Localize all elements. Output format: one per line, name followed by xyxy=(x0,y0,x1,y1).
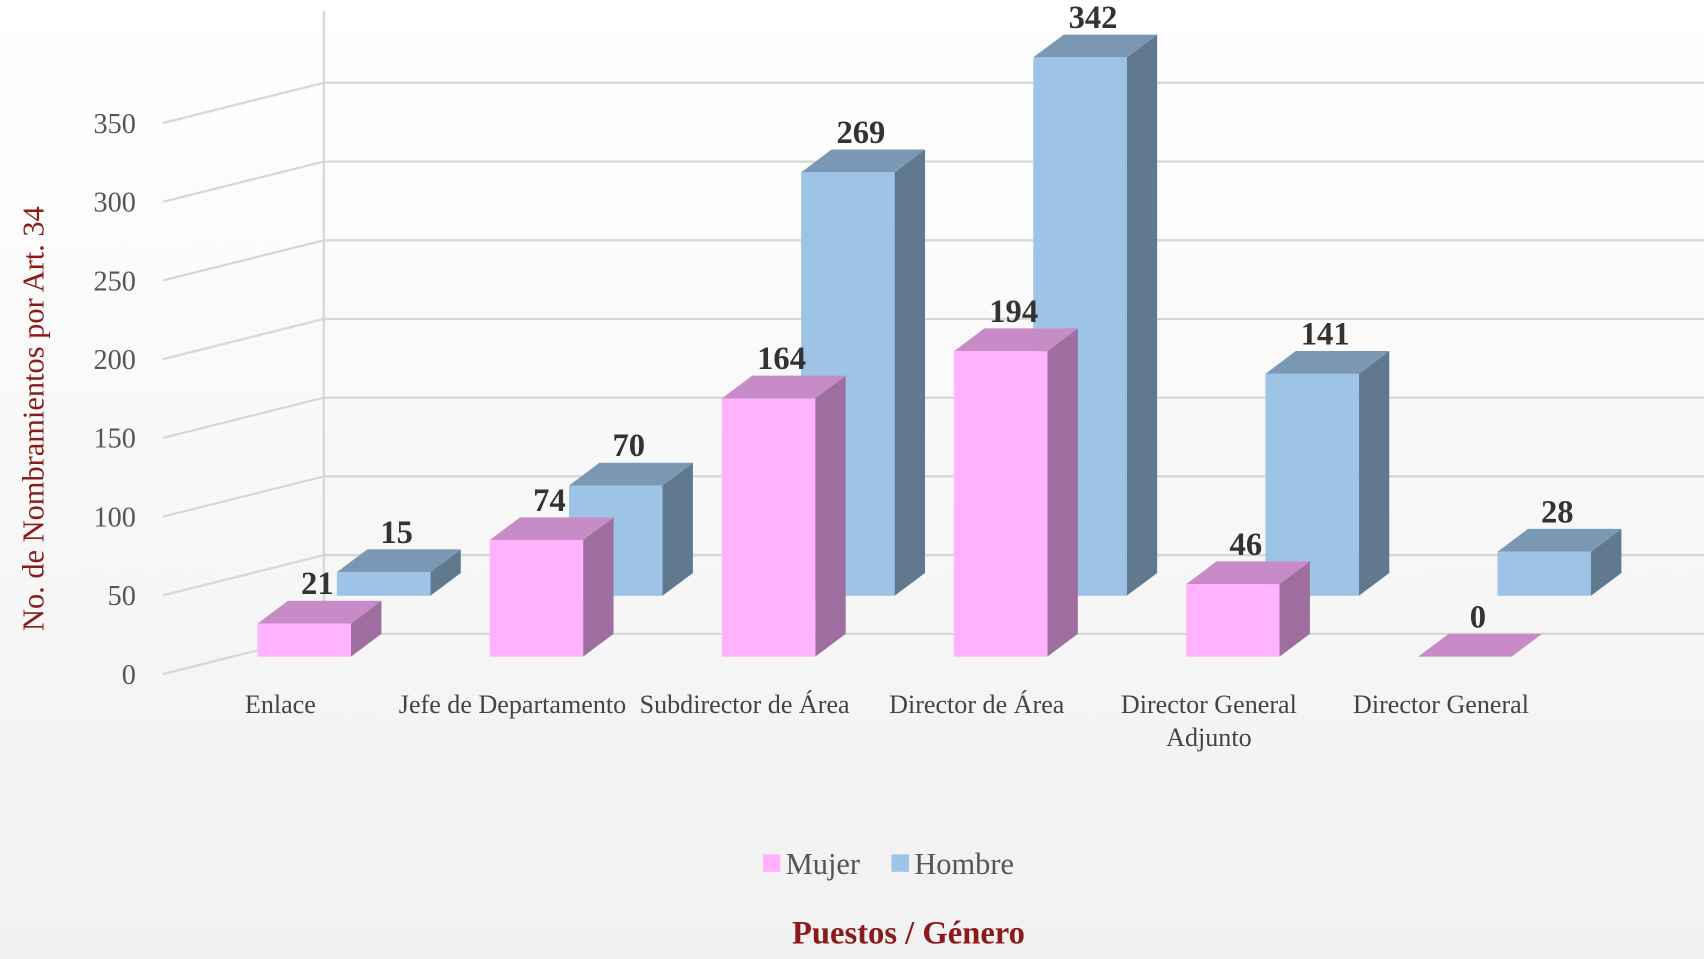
x-tick-label: Director de Área xyxy=(889,691,1065,720)
bar-side xyxy=(1358,350,1390,596)
bar-top xyxy=(1033,34,1158,58)
data-label: 164 xyxy=(757,341,806,377)
bar-top xyxy=(721,375,846,399)
x-axis-title: Puestos / Género xyxy=(792,916,1025,952)
bar-top xyxy=(1418,633,1543,657)
bar xyxy=(336,549,461,596)
x-tick-label: Director General xyxy=(1353,691,1529,720)
data-label: 74 xyxy=(533,483,566,519)
x-tick-label-box: Enlace xyxy=(244,691,316,720)
bar-top xyxy=(953,328,1078,352)
bar xyxy=(1497,528,1622,596)
y-tick-label: 250 xyxy=(93,266,135,297)
bar-front xyxy=(1497,551,1591,596)
y-axis-title: No. de Nombramientos por Art. 34 xyxy=(16,206,50,631)
data-label: 70 xyxy=(612,428,645,464)
bar-top xyxy=(569,462,693,486)
y-tick-label: 50 xyxy=(108,581,136,612)
bar xyxy=(1186,561,1310,657)
bar xyxy=(1265,350,1390,596)
grid-line xyxy=(162,317,325,361)
x-tick-label-box: Director de Área xyxy=(889,691,1065,720)
bar-side xyxy=(1279,561,1310,657)
x-tick-label: Subdirector de Área xyxy=(639,691,850,720)
bar-side xyxy=(1590,528,1622,596)
bar-side xyxy=(583,517,614,657)
grid-line xyxy=(162,396,325,439)
bar-top xyxy=(1497,528,1622,552)
bar-side xyxy=(1126,34,1158,596)
x-tick-label-box: Director General Adjunto xyxy=(1120,691,1297,753)
data-label: 194 xyxy=(989,294,1038,330)
bar-side xyxy=(1047,328,1078,657)
bar-side xyxy=(351,600,382,657)
bar-front xyxy=(953,351,1048,657)
data-label: 28 xyxy=(1541,494,1574,530)
data-label: 342 xyxy=(1069,0,1118,36)
bar-front xyxy=(721,398,816,657)
bar-front xyxy=(489,540,584,657)
bar-front xyxy=(1186,584,1280,657)
y-tick-label: 0 xyxy=(122,660,136,691)
y-tick-label: 200 xyxy=(93,345,135,376)
bar-front xyxy=(1265,373,1359,596)
grid-line xyxy=(162,160,325,203)
bar-top xyxy=(257,600,382,624)
bar xyxy=(953,328,1078,657)
x-tick-label: Jefe de Departamento xyxy=(398,691,627,720)
bar-front xyxy=(336,572,431,596)
grid-line xyxy=(162,239,325,282)
data-label: 269 xyxy=(836,115,885,151)
x-tick-label-box: Jefe de Departamento xyxy=(398,691,627,720)
legend-swatch xyxy=(891,854,909,872)
bar-top xyxy=(1265,350,1390,374)
bar xyxy=(489,517,614,657)
y-tick-label: 300 xyxy=(93,188,135,219)
grid-line xyxy=(162,554,325,597)
x-tick-label: Director General Adjunto xyxy=(1120,691,1297,753)
legend-label: Hombre xyxy=(914,847,1014,881)
bar-side xyxy=(894,149,926,596)
y-tick-label: 150 xyxy=(93,424,135,455)
bar xyxy=(721,375,846,657)
x-tick-label-box: Subdirector de Área xyxy=(639,691,850,720)
x-tick-label-box: Director General xyxy=(1353,691,1529,720)
bar xyxy=(257,600,382,657)
y-tick-label: 100 xyxy=(93,502,135,533)
data-label: 15 xyxy=(380,515,413,551)
data-label: 0 xyxy=(1470,599,1486,635)
data-label: 46 xyxy=(1230,527,1263,563)
bar-side xyxy=(815,375,846,657)
y-tick-label: 350 xyxy=(93,109,135,140)
x-tick-label: Enlace xyxy=(244,691,316,720)
legend-label: Mujer xyxy=(786,847,860,881)
bar-side xyxy=(430,549,461,596)
bar-top xyxy=(489,517,614,541)
bar-top xyxy=(1186,561,1310,585)
legend-swatch xyxy=(762,854,781,872)
bar-side xyxy=(662,462,693,596)
grid-line xyxy=(162,475,325,518)
data-label: 141 xyxy=(1301,316,1350,352)
bar-front xyxy=(257,623,352,657)
bar xyxy=(1418,633,1543,657)
data-label: 21 xyxy=(301,566,334,602)
bar-top xyxy=(336,549,461,573)
grid-line xyxy=(162,81,325,125)
bar-top xyxy=(801,149,926,173)
